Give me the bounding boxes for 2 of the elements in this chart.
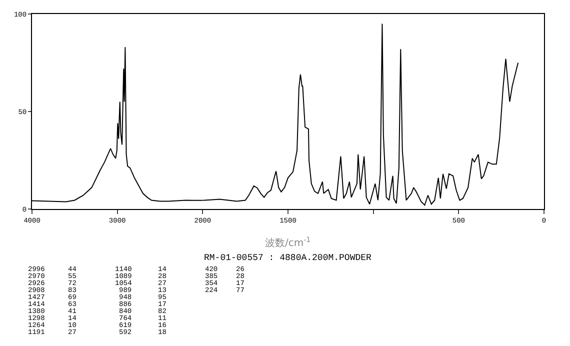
- x-axis-title: 波数/cm$^{-1}$: [265, 236, 311, 250]
- text: RM-01-00557 : 4880A.200M.POWDER: [204, 253, 372, 263]
